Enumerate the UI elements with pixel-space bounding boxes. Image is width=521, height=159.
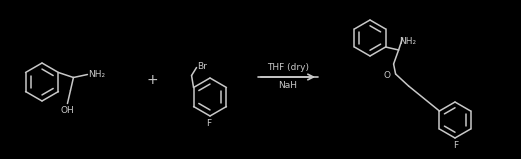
Text: F: F bbox=[453, 142, 458, 151]
Text: Br: Br bbox=[197, 62, 207, 71]
Text: NH₂: NH₂ bbox=[400, 37, 417, 45]
Text: NaH: NaH bbox=[279, 82, 297, 90]
Text: F: F bbox=[206, 120, 212, 128]
Text: O: O bbox=[383, 70, 390, 80]
Text: OH: OH bbox=[60, 106, 75, 115]
Text: +: + bbox=[146, 73, 158, 87]
Text: THF (dry): THF (dry) bbox=[267, 63, 309, 73]
Text: NH₂: NH₂ bbox=[89, 70, 106, 79]
